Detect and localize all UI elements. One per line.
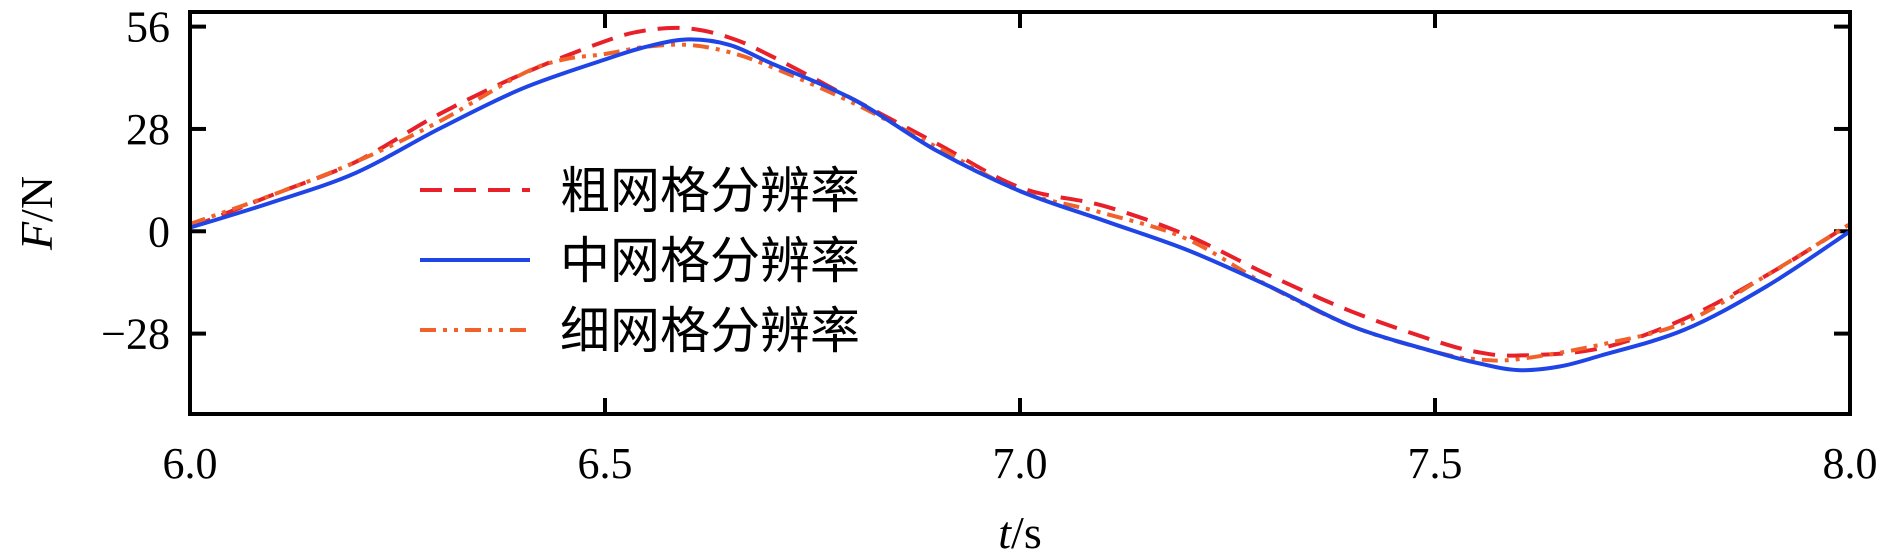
- plot-frame: [188, 10, 1852, 416]
- series-medium-line: [189, 37, 1852, 373]
- x-tick-label: 6.0: [163, 439, 218, 488]
- legend-label-medium: 中网格分辨率: [560, 232, 860, 290]
- legend-label-fine: 细网格分辨率: [560, 302, 860, 360]
- x-tick-label: 8.0: [1823, 439, 1878, 488]
- legend-label-coarse: 粗网格分辨率: [560, 162, 860, 220]
- legend-entry-coarse: 粗网格分辨率: [420, 162, 860, 220]
- y-tick-label: 0: [148, 207, 170, 256]
- x-tick-label: 7.0: [993, 439, 1048, 488]
- legend: 粗网格分辨率 中网格分辨率 细网格分辨率: [420, 162, 860, 360]
- tick-labels: 6.0 6.5 7.0 7.5 8.0 56 28 0 −28: [101, 3, 1877, 488]
- y-tick-label: 28: [126, 105, 170, 154]
- axis-ticks: [188, 12, 1852, 414]
- x-tick-label: 7.5: [1408, 439, 1463, 488]
- y-axis-label: F/N: [11, 176, 62, 251]
- series-layer: [189, 25, 1852, 373]
- legend-entry-fine: 细网格分辨率: [420, 302, 860, 360]
- x-axis-label: t/s: [998, 507, 1041, 557]
- x-tick-label: 6.5: [578, 439, 633, 488]
- y-tick-label: 56: [126, 3, 170, 52]
- series-fine-line: [189, 42, 1852, 363]
- legend-entry-medium: 中网格分辨率: [420, 232, 860, 290]
- y-tick-label: −28: [101, 310, 170, 359]
